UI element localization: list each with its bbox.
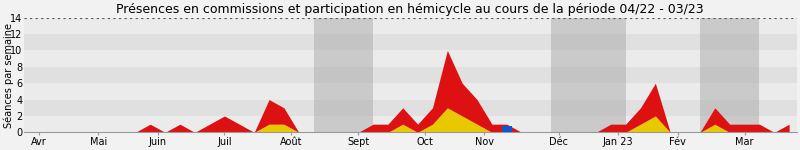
Bar <box>314 18 373 132</box>
Bar <box>24 18 797 34</box>
Bar <box>502 126 512 132</box>
Bar <box>24 67 797 83</box>
Bar <box>24 34 797 50</box>
Title: Présences en commissions et participation en hémicycle au cours de la période 04: Présences en commissions et participatio… <box>116 3 704 16</box>
Bar <box>24 116 797 132</box>
Bar <box>551 18 626 132</box>
Y-axis label: Séances par semaine: Séances par semaine <box>3 22 14 128</box>
Bar <box>700 18 759 132</box>
Bar <box>24 83 797 100</box>
Bar <box>24 100 797 116</box>
Bar <box>24 50 797 67</box>
